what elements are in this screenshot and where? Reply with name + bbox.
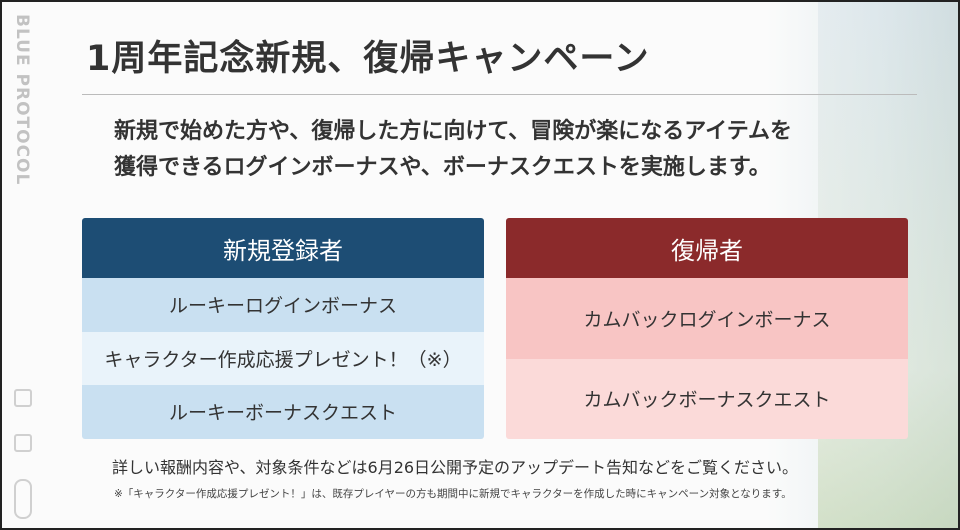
new-users-panel: 新規登録者 ルーキーログインボーナス キャラクター作成応援プレゼント！（※） ル… <box>82 218 484 439</box>
page-title: 1周年記念新規、復帰キャンペーン <box>86 39 650 79</box>
footnote: ※「キャラクター作成応援プレゼント！」は、既存プレイヤーの方も期間中に新規でキャ… <box>114 488 792 500</box>
intro-line: 獲得できるログインボーナスや、ボーナスクエストを実施します。 <box>114 155 771 180</box>
sigil-icon <box>14 479 32 519</box>
list-item: キャラクター作成応援プレゼント！（※） <box>82 331 484 386</box>
details-note: 詳しい報酬内容や、対象条件などは6月26日公開予定のアップデート告知などをご覧く… <box>112 458 799 477</box>
panel-header: 復帰者 <box>506 218 908 278</box>
list-item: ルーキーログインボーナス <box>82 278 484 332</box>
list-item: カムバックログインボーナス <box>506 278 908 359</box>
list-item: カムバックボーナスクエスト <box>506 358 908 439</box>
intro-line: 新規で始めた方や、復帰した方に向けて、冒険が楽になるアイテムを <box>114 119 793 144</box>
emblem-icon <box>14 389 32 407</box>
divider <box>82 94 917 95</box>
blue-protocol-logo: BLUE PROTOCOL <box>12 14 32 186</box>
panel-header: 新規登録者 <box>82 218 484 278</box>
list-item: ルーキーボーナスクエスト <box>82 385 484 439</box>
sidebar-branding: BLUE PROTOCOL <box>10 14 32 524</box>
returning-users-panel: 復帰者 カムバックログインボーナス カムバックボーナスクエスト <box>506 218 908 439</box>
intro-text: 新規で始めた方や、復帰した方に向けて、冒険が楽になるアイテムを 獲得できるログイ… <box>114 114 792 186</box>
crest-icon <box>14 434 32 452</box>
